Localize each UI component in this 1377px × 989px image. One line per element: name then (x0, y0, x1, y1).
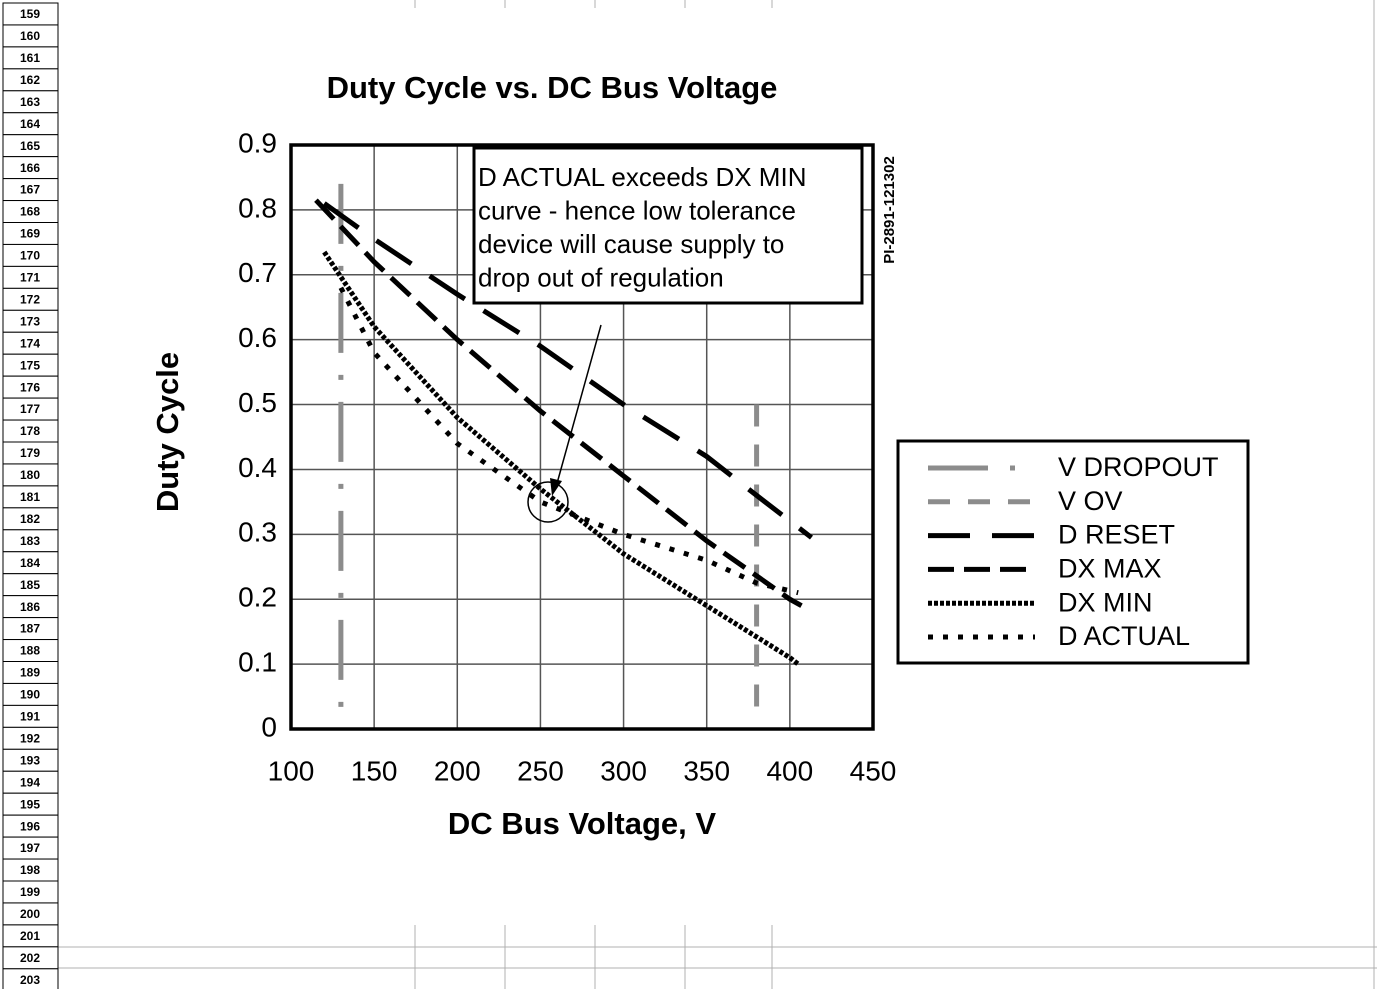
row-number: 165 (20, 139, 40, 153)
y-axis-label: Duty Cycle (150, 352, 185, 512)
row-number: 198 (20, 863, 40, 877)
figure-id: PI-2891-121302 (881, 156, 898, 264)
row-number: 194 (20, 775, 40, 789)
legend (896, 439, 1250, 665)
annotation-line: curve - hence low tolerance (478, 195, 796, 225)
row-number: 195 (20, 797, 40, 811)
x-tick-label: 350 (683, 755, 730, 786)
row-number: 173 (20, 314, 40, 328)
row-number: 170 (20, 249, 40, 263)
row-number: 164 (20, 117, 40, 131)
arrow-head (550, 478, 562, 496)
annotation-arrow (555, 324, 602, 488)
row-number: 201 (20, 929, 40, 943)
series-line (314, 198, 803, 608)
plot-frame (289, 143, 875, 731)
row-number: 203 (20, 973, 40, 987)
row-number: 159 (20, 7, 40, 21)
series-line (338, 286, 799, 596)
row-number: 184 (20, 556, 40, 570)
chart-title: Duty Cycle vs. DC Bus Voltage (327, 70, 778, 105)
y-tick-label: 0.4 (238, 452, 277, 483)
legend-label: V OV (1058, 486, 1123, 516)
x-tick-label: 300 (600, 755, 647, 786)
annotation-box (472, 146, 864, 305)
row-number: 183 (20, 534, 40, 548)
x-tick-label: 250 (517, 755, 564, 786)
annotation-line: D ACTUAL exceeds DX MIN (478, 162, 806, 192)
row-number: 197 (20, 841, 40, 855)
row-number: 182 (20, 512, 40, 526)
x-tick-label: 450 (850, 755, 897, 786)
row-number: 186 (20, 600, 40, 614)
row-number: 193 (20, 753, 40, 767)
row-number: 200 (20, 907, 40, 921)
row-number: 161 (20, 51, 40, 65)
row-number: 174 (20, 336, 40, 350)
row-number: 196 (20, 819, 40, 833)
y-tick-label: 0.9 (238, 127, 277, 158)
row-header (2, 968, 59, 989)
legend-label: D RESET (1058, 520, 1175, 550)
x-tick-label: 200 (434, 755, 481, 786)
row-number: 166 (20, 161, 40, 175)
cell-grid (58, 0, 1377, 989)
legend-label: D ACTUAL (1058, 621, 1190, 651)
x-axis-label: DC Bus Voltage, V (448, 806, 716, 841)
y-tick-label: 0.8 (238, 192, 277, 223)
plot: 0 0.1 0.2 0.3 0.4 0.5 0.6 0.7 0.8 0.9 100 150 200 250… (238, 127, 896, 786)
row-number: 191 (20, 710, 40, 724)
row-number: 163 (20, 95, 40, 109)
legend-label: V DROPOUT (1058, 452, 1219, 482)
row-number: 176 (20, 380, 40, 394)
y-tick-label: 0 (261, 711, 277, 742)
row-number: 189 (20, 666, 40, 680)
row-number: 180 (20, 468, 40, 482)
y-tick-label: 0.7 (238, 257, 277, 288)
row-number: 171 (20, 271, 40, 285)
y-tick-label: 0.6 (238, 322, 277, 353)
row-number: 169 (20, 227, 40, 241)
row-number: 190 (20, 688, 40, 702)
row-number: 160 (20, 29, 40, 43)
y-tick-label: 0.5 (238, 387, 277, 418)
annotation-line: drop out of regulation (478, 262, 724, 292)
y-tick-label: 0.3 (238, 517, 277, 548)
annotation-line: device will cause supply to (478, 229, 784, 259)
row-number: 178 (20, 424, 40, 438)
row-number: 181 (20, 490, 40, 504)
legend-label: DX MAX (1058, 554, 1162, 584)
y-tick-label: 0.2 (238, 582, 277, 613)
row-number: 199 (20, 885, 40, 899)
row-number: 175 (20, 358, 40, 372)
series-line (322, 250, 800, 667)
row-number: 187 (20, 622, 40, 636)
row-number: 177 (20, 402, 40, 416)
highlight-circle (527, 481, 569, 523)
legend-label: DX MIN (1058, 587, 1153, 617)
row-number: 185 (20, 578, 40, 592)
series-line (322, 201, 813, 540)
x-tick-label: 100 (268, 755, 315, 786)
row-number: 172 (20, 292, 40, 306)
row-number: 179 (20, 446, 40, 460)
row-number: 188 (20, 644, 40, 658)
row-number: 162 (20, 73, 40, 87)
y-tick-label: 0.1 (238, 647, 277, 678)
row-number: 202 (20, 951, 40, 965)
row-headers: 159 160 161 162 163 164 165 166 167 168 169 170 171 1… (2, 2, 59, 989)
row-number: 167 (20, 183, 40, 197)
x-tick-label: 400 (766, 755, 813, 786)
row-number: 168 (20, 205, 40, 219)
row-number: 192 (20, 731, 40, 745)
x-tick-label: 150 (351, 755, 398, 786)
